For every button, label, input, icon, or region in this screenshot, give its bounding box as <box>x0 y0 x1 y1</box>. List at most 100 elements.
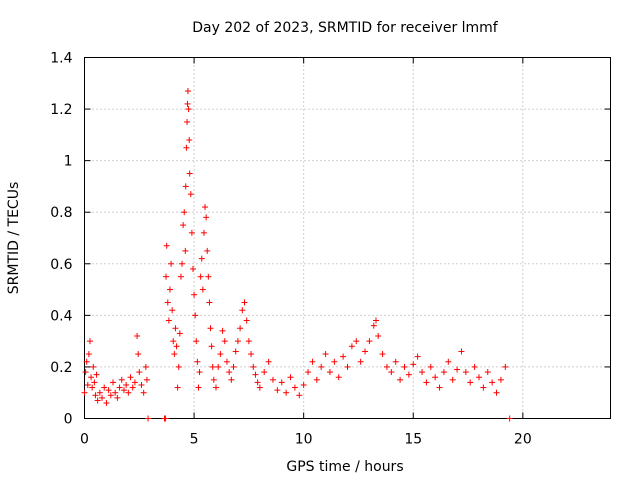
data-point <box>209 363 216 370</box>
data-point <box>340 353 347 360</box>
data-point <box>83 358 90 365</box>
data-point <box>254 379 261 386</box>
data-point <box>401 363 408 370</box>
data-point <box>135 351 142 358</box>
data-point <box>116 384 123 391</box>
data-point <box>194 358 201 365</box>
data-point <box>99 394 106 401</box>
data-point <box>184 118 191 125</box>
data-point <box>480 384 487 391</box>
data-point <box>196 369 203 376</box>
data-point <box>169 307 176 314</box>
data-point <box>112 389 119 396</box>
data-point <box>208 343 215 350</box>
data-point <box>129 384 136 391</box>
data-point <box>182 183 189 190</box>
data-point <box>331 358 338 365</box>
data-point <box>205 273 212 280</box>
data-point <box>223 358 230 365</box>
data-point <box>197 273 204 280</box>
data-point <box>164 299 171 306</box>
data-point <box>162 415 169 422</box>
data-point <box>335 374 342 381</box>
data-point <box>300 381 307 388</box>
data-point <box>184 100 191 107</box>
data-point <box>203 214 210 221</box>
data-point <box>131 379 138 386</box>
data-point <box>168 260 175 267</box>
data-point <box>171 351 178 358</box>
data-point <box>188 229 195 236</box>
data-point <box>186 170 193 177</box>
data-point <box>353 338 360 345</box>
data-point <box>436 384 443 391</box>
data-point <box>322 351 329 358</box>
data-point <box>109 379 116 386</box>
data-point <box>471 363 478 370</box>
data-point <box>313 376 320 383</box>
y-tick-label: 0.4 <box>50 308 72 324</box>
data-point <box>423 379 430 386</box>
data-point <box>173 343 180 350</box>
data-point <box>256 384 263 391</box>
data-point <box>213 384 219 391</box>
data-point <box>210 376 217 383</box>
y-tick-label: 0 <box>64 412 73 428</box>
data-point <box>199 286 206 293</box>
data-point <box>362 348 369 355</box>
data-point <box>291 384 298 391</box>
data-point <box>419 369 426 376</box>
data-point <box>94 397 101 404</box>
y-tick-label: 0.8 <box>50 205 72 221</box>
data-point <box>183 144 190 151</box>
data-point <box>163 273 170 280</box>
data-point <box>92 392 99 399</box>
data-point <box>372 317 379 324</box>
x-tick-label: 20 <box>514 432 532 448</box>
data-point <box>143 376 150 383</box>
data-point <box>184 88 191 95</box>
y-axis-label: SRMTID / TECUs <box>6 182 22 295</box>
data-point <box>248 351 255 358</box>
x-tick-label: 0 <box>80 432 89 448</box>
y-tick-label: 0.2 <box>50 360 72 376</box>
data-point <box>410 361 417 368</box>
data-point <box>348 343 355 350</box>
data-point <box>215 363 222 370</box>
data-point <box>204 247 211 254</box>
axis-ticks: 0 0.2 0.4 0.6 0.8 1 1.2 1.4 0 5 10 15 20 <box>50 51 611 448</box>
data-point <box>392 358 399 365</box>
data-point <box>357 358 364 365</box>
data-point <box>82 369 89 376</box>
data-point <box>449 376 456 383</box>
data-point <box>278 379 285 386</box>
data-point <box>89 384 96 391</box>
data-point <box>134 332 141 339</box>
data-point <box>484 369 491 376</box>
data-point <box>145 415 152 422</box>
data-point <box>202 204 209 211</box>
chart-title: Day 202 of 2023, SRMTID for receiver lmm… <box>192 20 499 36</box>
data-point <box>318 363 325 370</box>
data-point <box>462 369 469 376</box>
data-point <box>96 389 103 396</box>
data-point <box>182 247 189 254</box>
data-point <box>432 374 439 381</box>
data-point <box>101 384 108 391</box>
data-point <box>200 229 207 236</box>
data-point <box>193 338 200 345</box>
data-point <box>136 369 143 376</box>
data-point <box>118 376 125 383</box>
y-tick-label: 1.4 <box>50 51 72 67</box>
data-point <box>90 363 97 370</box>
y-tick-label: 1 <box>64 154 73 170</box>
data-point <box>107 392 114 399</box>
data-point <box>206 299 213 306</box>
data-point <box>239 307 246 314</box>
data-point <box>217 351 224 358</box>
data-point <box>172 325 179 332</box>
data-point <box>120 387 127 394</box>
data-point <box>265 358 272 365</box>
data-point <box>252 371 259 378</box>
data-point <box>186 137 193 144</box>
